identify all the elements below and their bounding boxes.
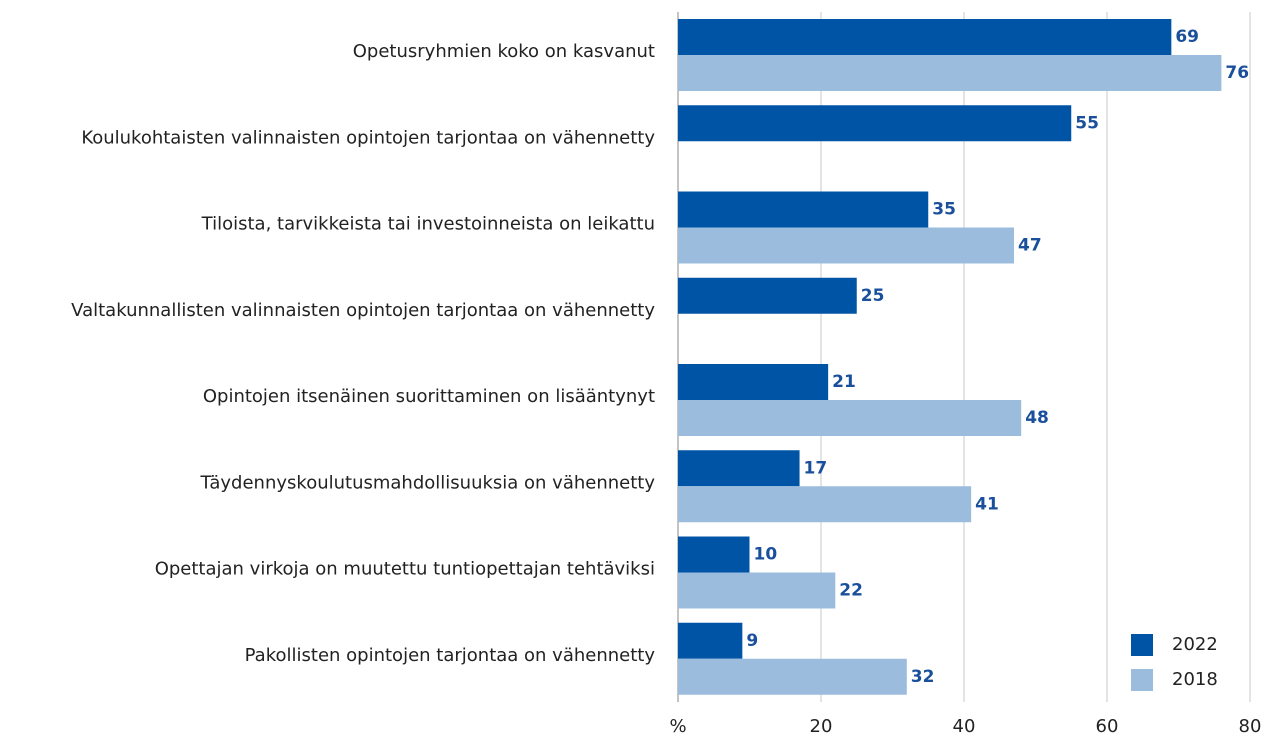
bar [678,364,829,400]
category-label: Opintojen itsenäinen suorittaminen on li… [203,386,655,407]
value-label: 55 [1075,113,1099,133]
value-label: 35 [932,200,956,220]
value-label: 21 [832,372,856,392]
bar [678,450,800,487]
value-label: 69 [1175,27,1199,47]
bar [678,277,857,314]
bar [678,486,972,523]
value-label: 25 [861,286,885,306]
bar [678,191,929,228]
category-label: Opettajan virkoja on muutettu tuntiopett… [155,559,655,580]
category-label: Valtakunnallisten valinnaisten opintojen… [71,300,655,321]
value-label: 10 [754,545,778,565]
value-label: 76 [1225,63,1249,83]
bar [678,536,750,573]
x-tick-label: % [669,716,686,737]
value-label: 47 [1018,236,1042,256]
bar [678,658,907,695]
value-label: 32 [911,667,935,687]
x-tick-label: 80 [1239,716,1262,737]
bar [678,227,1015,264]
category-label: Koulukohtaisten valinnaisten opintojen t… [81,127,655,148]
legend-swatch [1131,634,1153,656]
category-label: Opetusryhmien koko on kasvanut [353,41,655,62]
bar [678,572,836,609]
legend-swatch [1131,669,1153,691]
bar [678,19,1172,55]
legend-label: 2018 [1172,669,1218,690]
x-tick-label: 20 [810,716,833,737]
value-label: 17 [804,458,828,478]
value-label: 41 [975,494,999,514]
value-label: 48 [1025,408,1049,428]
bar [678,622,743,659]
category-label: Täydennyskoulutusmahdollisuuksia on vähe… [199,472,655,493]
legend-label: 2022 [1172,634,1218,655]
bar [678,55,1222,91]
x-tick-label: 60 [1096,716,1119,737]
bar [678,400,1022,436]
category-label: Pakollisten opintojen tarjontaa on vähen… [245,645,656,666]
bar [678,105,1072,142]
value-label: 22 [839,581,863,601]
category-label: Tiloista, tarvikkeista tai investoinneis… [201,214,655,235]
x-tick-label: 40 [953,716,976,737]
value-label: 9 [746,631,758,651]
